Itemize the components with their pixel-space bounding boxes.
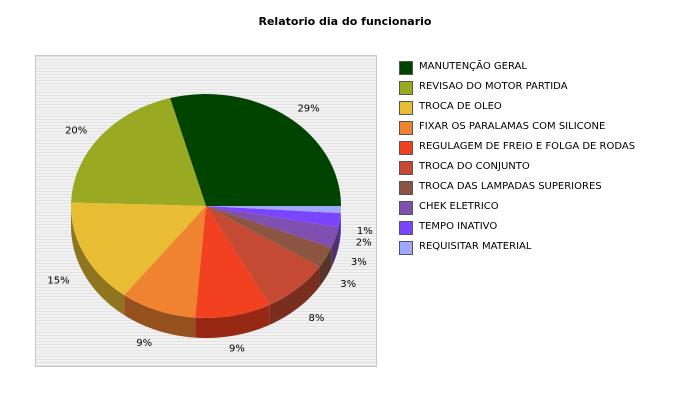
legend-item: CHEK ELETRICO (397, 200, 677, 216)
legend-item: REVISAO DO MOTOR PARTIDA (397, 80, 677, 96)
legend-item: TROCA DAS LAMPADAS SUPERIORES (397, 180, 677, 196)
legend-label: REVISAO DO MOTOR PARTIDA (419, 81, 568, 92)
legend-label: TROCA DAS LAMPADAS SUPERIORES (419, 181, 602, 192)
legend-label: TROCA DO CONJUNTO (419, 161, 530, 172)
legend-swatch (399, 141, 413, 155)
pie-slices (71, 94, 341, 318)
slice-value-label: 3% (340, 279, 356, 290)
slice-value-label: 20% (65, 125, 87, 136)
slice-value-label: 8% (308, 313, 324, 324)
legend-swatch (399, 181, 413, 195)
plot-area: 29% 20% 15% 9% 9% 8% 3% 3% 2% 1% (35, 55, 377, 367)
legend-item: REGULAGEM DE FREIO E FOLGA DE RODAS (397, 140, 677, 156)
slice-value-label: 3% (351, 257, 367, 268)
slice-value-label: 9% (136, 338, 152, 349)
slice-value-label: 15% (47, 275, 69, 286)
legend-item: MANUTENÇÃO GERAL (397, 60, 677, 76)
legend-swatch (399, 161, 413, 175)
legend-swatch (399, 201, 413, 215)
legend-label: TEMPO INATIVO (419, 221, 497, 232)
legend-label: MANUTENÇÃO GERAL (419, 61, 527, 72)
pie-chart: 29% 20% 15% 9% 9% 8% 3% 3% 2%1% (36, 56, 376, 366)
legend-label: FIXAR OS PARALAMAS COM SILICONE (419, 121, 605, 132)
legend-label: REQUISITAR MATERIAL (419, 241, 531, 252)
slice-value-label: 9% (229, 343, 245, 354)
slice-value-label: 1% (357, 226, 373, 237)
slice-value-label: 2% (356, 238, 372, 249)
legend-label: REGULAGEM DE FREIO E FOLGA DE RODAS (419, 141, 635, 152)
legend-label: TROCA DE OLEO (419, 101, 502, 112)
legend-swatch (399, 81, 413, 95)
legend-swatch (399, 61, 413, 75)
chart-title: Relatorio dia do funcionario (0, 15, 690, 28)
legend-item: REQUISITAR MATERIAL (397, 240, 677, 256)
legend-swatch (399, 101, 413, 115)
legend-item: TROCA DE OLEO (397, 100, 677, 116)
legend-label: CHEK ELETRICO (419, 201, 499, 212)
legend-item: TEMPO INATIVO (397, 220, 677, 236)
slice-value-label: 29% (297, 103, 319, 114)
legend-item: FIXAR OS PARALAMAS COM SILICONE (397, 120, 677, 136)
legend-swatch (399, 121, 413, 135)
legend-item: TROCA DO CONJUNTO (397, 160, 677, 176)
legend-swatch (399, 221, 413, 235)
legend-swatch (399, 241, 413, 255)
